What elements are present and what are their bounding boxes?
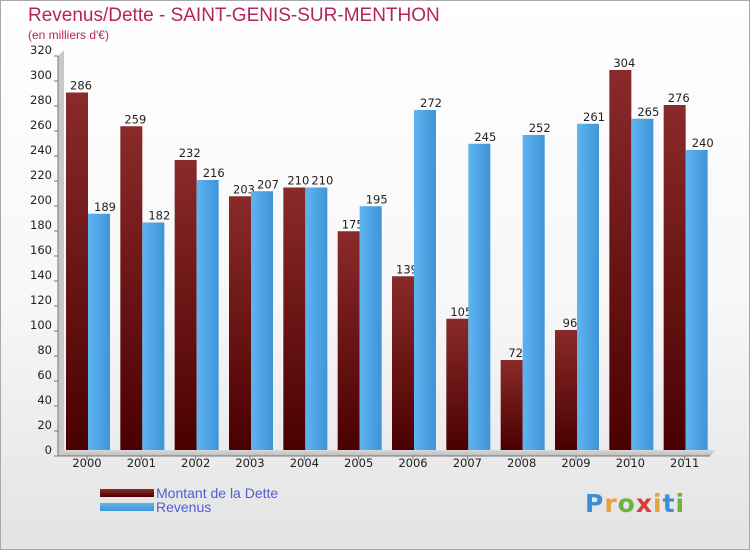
y-tick-label: 100 [30, 318, 52, 332]
bar-dette [446, 318, 469, 450]
data-label: 182 [148, 209, 170, 223]
bar-dette [609, 70, 632, 450]
y-tick-label: 120 [30, 293, 52, 307]
x-tick-label: 2000 [72, 456, 101, 470]
y-tick-label: 280 [30, 93, 52, 107]
y-tick-label: 40 [37, 393, 52, 407]
bar-revenus [196, 180, 219, 450]
x-tick-label: 2001 [127, 456, 156, 470]
bar-revenus [251, 191, 273, 450]
legend-swatch-dette [100, 489, 154, 497]
chart-subtitle: (en milliers d'€) [28, 28, 109, 42]
plot-floor [58, 450, 716, 456]
legend-label-revenus: Revenus [156, 499, 212, 515]
bar-dette [174, 160, 197, 450]
x-tick-label: 2008 [507, 456, 536, 470]
data-label: 189 [94, 200, 116, 214]
x-axis: 2000 2001 2002 2003 2004 2005 2006 2007 2008 2009… [72, 456, 699, 470]
bar-revenus [522, 135, 545, 450]
bar-dette [392, 276, 414, 450]
plot-left-wall [58, 50, 64, 456]
data-label: 175 [342, 217, 364, 231]
x-tick-label: 2011 [670, 456, 699, 470]
logo-letter: o [617, 489, 636, 518]
data-label: 195 [366, 192, 388, 206]
logo-letter: x [635, 489, 653, 518]
data-label: 207 [257, 177, 279, 191]
bar-dette [500, 360, 523, 450]
x-tick-label: 2010 [616, 456, 645, 470]
data-label: 216 [203, 166, 225, 180]
logo-letter: i [653, 489, 663, 518]
bar-revenus [305, 187, 328, 450]
bar-revenus [631, 118, 654, 450]
logo-letter: t [662, 489, 676, 518]
chart-title: Revenus/Dette - SAINT-GENIS-SUR-MENTHON [28, 5, 440, 26]
y-tick-label: 180 [30, 218, 52, 232]
y-tick-label: 220 [30, 168, 52, 182]
bar-dette [229, 196, 251, 450]
logo-letter: i [675, 489, 686, 518]
plot-3d-background [58, 50, 716, 457]
data-label: 259 [124, 112, 146, 126]
legend-label-dette: Montant de la Dette [156, 485, 279, 501]
data-label: 286 [70, 79, 92, 93]
x-tick-label: 2005 [344, 456, 373, 470]
data-label: 265 [637, 105, 659, 119]
bar-dette [663, 105, 686, 450]
bar-revenus [468, 143, 491, 450]
bar-dette [555, 330, 577, 450]
data-label: 72 [508, 346, 523, 360]
x-tick-label: 2002 [181, 456, 210, 470]
y-tick-label: 240 [30, 143, 52, 157]
x-tick-label: 2003 [235, 456, 264, 470]
bar-dette [66, 92, 88, 450]
bar-revenus [685, 150, 708, 450]
logo-letter: P [585, 489, 605, 518]
bar-dette [120, 126, 143, 450]
proxiti-logo: Proxiti [585, 489, 685, 518]
data-label: 240 [692, 136, 714, 150]
bar-revenus [88, 213, 110, 450]
data-label: 210 [287, 174, 309, 188]
bar-revenus [142, 222, 165, 450]
y-tick-label: 140 [30, 268, 52, 282]
x-tick-label: 2006 [398, 456, 427, 470]
data-label: 139 [396, 262, 418, 276]
y-tick-label: 80 [37, 343, 52, 357]
data-label: 261 [583, 110, 605, 124]
y-tick-label: 160 [30, 243, 52, 257]
y-axis: 0 20 40 60 80 100 120 140 160 180 200 220 240 260 280 3… [30, 43, 59, 457]
bar-revenus [359, 206, 382, 450]
y-tick-label: 20 [37, 418, 52, 432]
x-tick-label: 2009 [561, 456, 590, 470]
data-label: 272 [420, 96, 442, 110]
x-tick-label: 2004 [290, 456, 319, 470]
legend-swatch-revenus [100, 503, 154, 511]
data-label: 304 [613, 56, 635, 70]
data-label: 232 [179, 146, 201, 160]
bar-revenus [577, 123, 599, 450]
bar-revenus [414, 110, 436, 450]
x-tick-label: 2007 [453, 456, 482, 470]
bar-dette [283, 187, 306, 450]
y-tick-label: 260 [30, 118, 52, 132]
data-label: 210 [311, 174, 333, 188]
data-label: 203 [233, 182, 255, 196]
data-label: 105 [450, 305, 472, 319]
data-label: 245 [474, 130, 496, 144]
y-tick-label: 0 [45, 443, 52, 457]
y-tick-label: 200 [30, 193, 52, 207]
y-tick-label: 60 [37, 368, 52, 382]
bar-dette [337, 231, 360, 450]
data-label: 96 [563, 316, 578, 330]
data-label: 276 [668, 91, 690, 105]
logo-letter: r [604, 489, 618, 518]
data-label: 252 [529, 121, 551, 135]
y-tick-label: 320 [30, 43, 52, 57]
y-tick-label: 300 [30, 68, 52, 82]
